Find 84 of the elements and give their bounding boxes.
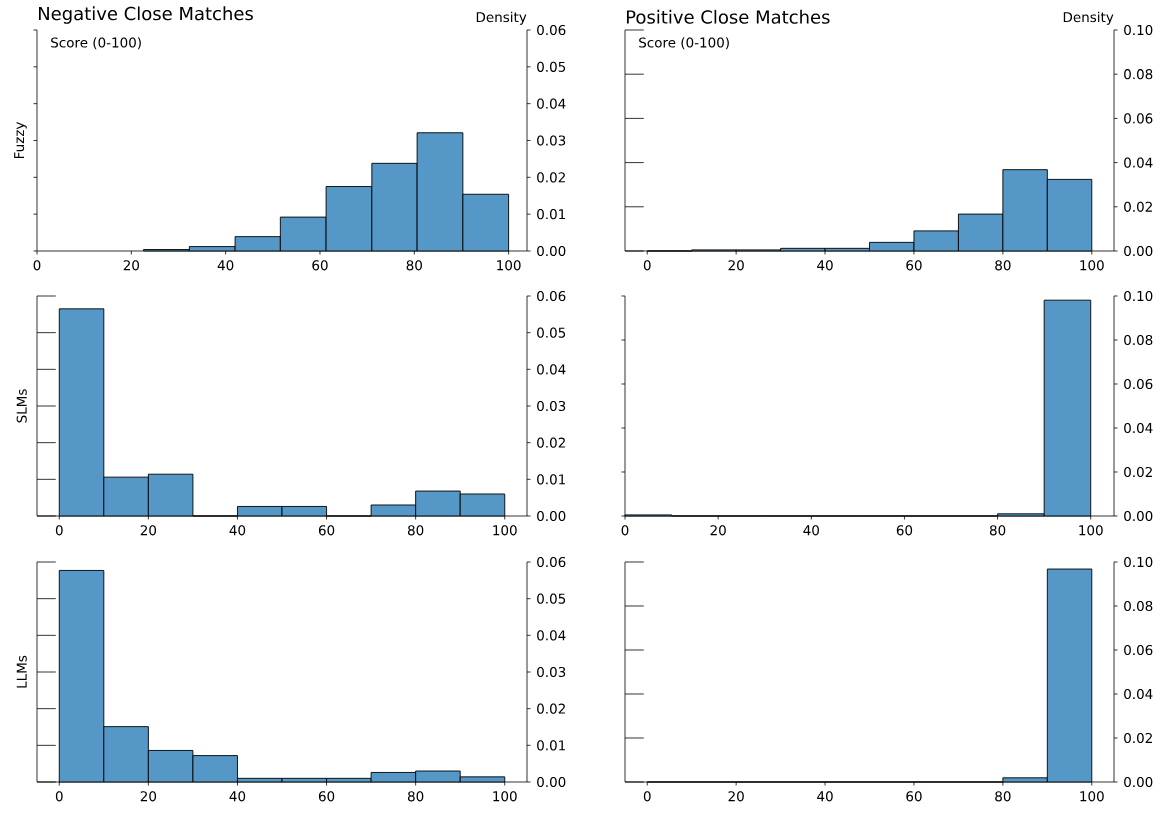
x-tick-label: 80 bbox=[995, 791, 1011, 802]
x-tick-label: 0 bbox=[33, 260, 41, 271]
x-tick-label: 20 bbox=[123, 260, 140, 271]
x-tick-label: 80 bbox=[406, 260, 422, 271]
y-tick-label: 0.06 bbox=[1124, 644, 1153, 656]
x-tick-label: 0 bbox=[55, 791, 63, 802]
x-tick-label: 40 bbox=[803, 525, 819, 536]
y-tick-label: 0.10 bbox=[1124, 24, 1153, 36]
x-tick-label: 40 bbox=[229, 791, 246, 802]
y-tick-label: 0.06 bbox=[1124, 378, 1153, 390]
x-axis-title: Score (0-100) bbox=[51, 37, 141, 50]
x-tick-label: 80 bbox=[407, 791, 424, 802]
x-tick-label: 20 bbox=[728, 791, 744, 802]
x-tick-label: 60 bbox=[318, 525, 335, 536]
x-tick-label: 20 bbox=[728, 260, 744, 271]
y-tick-label: 0.06 bbox=[537, 290, 566, 302]
y-tick-label: 0.02 bbox=[1124, 732, 1152, 744]
x-tick-label: 100 bbox=[493, 791, 517, 802]
y-tick-label: 0.08 bbox=[1124, 600, 1153, 612]
y-tick-label: 0.06 bbox=[537, 556, 566, 568]
x-tick-label: 40 bbox=[817, 791, 833, 802]
x-tick-label: 100 bbox=[497, 260, 521, 271]
text: LLMs bbox=[16, 655, 27, 688]
y-axis-title: Density bbox=[1063, 11, 1114, 25]
y-tick-label: 0.00 bbox=[1124, 776, 1153, 788]
y-tick-label: 0.04 bbox=[537, 630, 566, 641]
x-tick-label: 80 bbox=[407, 525, 424, 536]
x-tick-label: 100 bbox=[1079, 525, 1103, 536]
x-tick-label: 80 bbox=[989, 525, 1006, 536]
y-tick-label: 0.10 bbox=[1124, 556, 1153, 568]
chart-title: Negative Close Matches bbox=[38, 6, 253, 24]
x-tick-label: 100 bbox=[493, 525, 517, 536]
y-tick-label: 0.00 bbox=[1124, 510, 1153, 522]
x-tick-label: 60 bbox=[906, 791, 922, 802]
y-tick-label: 0.08 bbox=[1124, 334, 1153, 346]
y-tick-label: 0.04 bbox=[1124, 422, 1153, 434]
text: SLMs bbox=[16, 389, 27, 423]
chart-title: Positive Close Matches bbox=[626, 9, 830, 24]
y-tick-label: 0.04 bbox=[1124, 157, 1153, 168]
x-tick-label: 60 bbox=[318, 791, 335, 802]
x-tick-label: 0 bbox=[643, 260, 651, 271]
x-tick-label: 60 bbox=[906, 260, 922, 271]
x-tick-label: 100 bbox=[1080, 791, 1104, 802]
y-tick-label: 0.10 bbox=[1124, 290, 1153, 302]
x-tick-label: 60 bbox=[312, 260, 328, 271]
y-tick-label: 0.05 bbox=[537, 61, 566, 72]
y-tick-label: 0.04 bbox=[537, 364, 566, 375]
text: Fuzzy bbox=[14, 122, 27, 159]
x-tick-label: 20 bbox=[140, 525, 157, 536]
y-tick-label: 0.00 bbox=[537, 776, 566, 788]
y-tick-label: 0.00 bbox=[537, 245, 566, 257]
x-tick-label: 0 bbox=[621, 525, 629, 536]
y-tick-label: 0.02 bbox=[537, 437, 565, 448]
y-tick-label: 0.01 bbox=[537, 209, 566, 220]
y-tick-label: 0.01 bbox=[537, 740, 566, 751]
y-tick-label: 0.05 bbox=[537, 593, 566, 604]
y-tick-label: 0.03 bbox=[537, 400, 566, 412]
x-tick-label: 0 bbox=[643, 791, 651, 802]
x-tick-label: 40 bbox=[817, 260, 833, 271]
x-tick-label: 60 bbox=[896, 525, 913, 536]
y-tick-label: 0.04 bbox=[1124, 688, 1153, 700]
x-tick-label: 100 bbox=[1080, 260, 1104, 271]
y-axis-title: Density bbox=[476, 11, 527, 25]
y-tick-label: 0.02 bbox=[1124, 201, 1152, 212]
y-tick-label: 0.08 bbox=[1124, 69, 1153, 80]
x-tick-label: 0 bbox=[55, 525, 63, 536]
x-tick-label: 20 bbox=[710, 525, 726, 536]
y-tick-label: 0.03 bbox=[537, 135, 566, 146]
y-tick-label: 0.02 bbox=[537, 703, 565, 714]
x-tick-label: 20 bbox=[140, 791, 157, 802]
x-tick-label: 40 bbox=[217, 260, 234, 271]
y-tick-label: 0.00 bbox=[537, 510, 566, 522]
x-tick-label: 40 bbox=[229, 525, 246, 536]
y-tick-label: 0.06 bbox=[537, 24, 566, 36]
y-tick-label: 0.00 bbox=[1124, 245, 1153, 257]
y-tick-label: 0.01 bbox=[537, 474, 566, 485]
y-tick-label: 0.02 bbox=[1124, 466, 1152, 478]
y-tick-label: 0.05 bbox=[537, 327, 566, 338]
y-tick-label: 0.03 bbox=[537, 666, 566, 678]
y-tick-label: 0.06 bbox=[1124, 113, 1153, 124]
y-tick-label: 0.04 bbox=[537, 98, 566, 109]
y-tick-label: 0.02 bbox=[537, 172, 565, 183]
x-tick-label: 80 bbox=[995, 260, 1011, 271]
x-axis-title: Score (0-100) bbox=[639, 37, 729, 50]
